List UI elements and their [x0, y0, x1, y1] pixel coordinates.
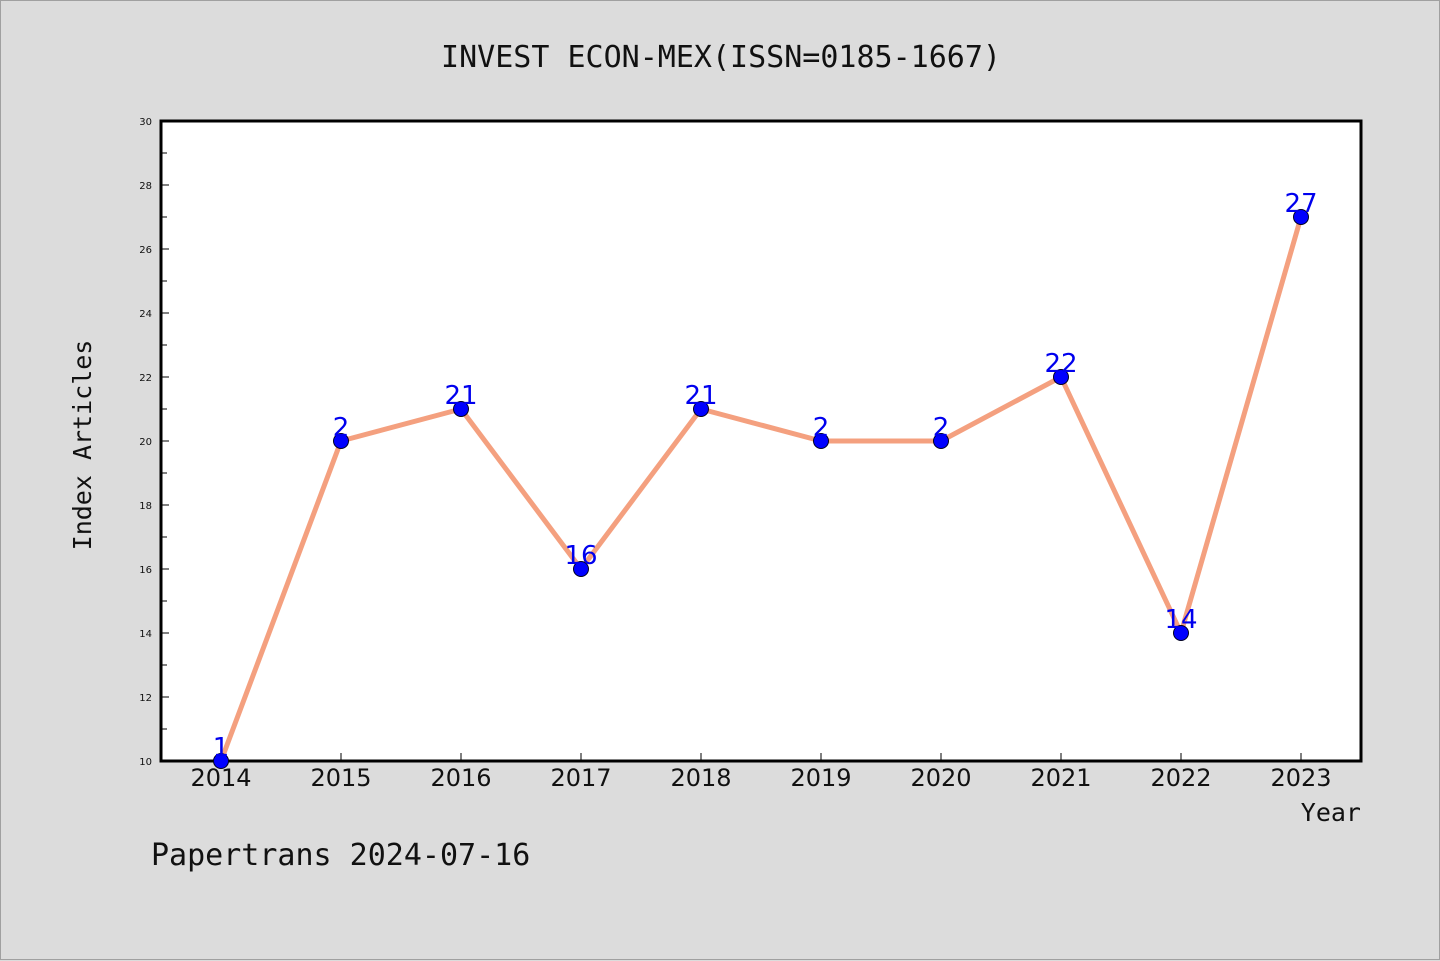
x-tick-label: 2022: [1150, 764, 1211, 792]
data-point: [1293, 209, 1309, 225]
x-tick-label: 2019: [790, 764, 851, 792]
data-label: 27: [1284, 189, 1317, 219]
series-line: [218, 214, 1304, 764]
data-label: 22: [1044, 349, 1077, 379]
y-tick-label: 20: [139, 437, 152, 448]
data-point: [813, 433, 829, 449]
data-points: [213, 209, 1309, 769]
x-tick-label: 2023: [1270, 764, 1331, 792]
y-tick-label: 14: [139, 629, 152, 640]
chart-title: INVEST ECON-MEX(ISSN=0185-1667): [441, 40, 1001, 75]
data-point: [453, 401, 469, 417]
y-tick-label: 30: [139, 117, 152, 128]
data-label: 21: [444, 381, 477, 411]
y-axis: 10 12 14 16 18 20 22 24 26 28 30: [139, 117, 169, 768]
y-tick-label: 28: [139, 181, 152, 192]
data-point: [693, 401, 709, 417]
y-tick-label: 16: [139, 565, 152, 576]
data-label: 2: [933, 413, 950, 443]
y-axis-label: Index Articles: [68, 340, 97, 551]
data-label: 2: [813, 413, 830, 443]
x-axis: 2014 2015 2016 2017 2018 2019 2020 2021 2022 2023: [190, 753, 1332, 792]
data-label: 1: [213, 733, 230, 763]
series-line-group: [218, 214, 1304, 764]
plot-area: [159, 119, 1363, 763]
x-tick-label: 2015: [310, 764, 371, 792]
data-point: [1053, 369, 1069, 385]
y-tick-label: 24: [139, 309, 152, 320]
data-label: 16: [564, 541, 597, 571]
data-label: 14: [1164, 605, 1197, 635]
y-tick-label: 22: [139, 373, 152, 384]
y-tick-label: 18: [139, 501, 152, 512]
x-tick-label: 2016: [430, 764, 491, 792]
data-label: 2: [333, 413, 350, 443]
x-tick-label: 2017: [550, 764, 611, 792]
x-axis-label: Year: [1301, 798, 1361, 827]
data-point: [213, 753, 229, 769]
y-tick-label: 26: [139, 245, 152, 256]
x-tick-label: 2020: [910, 764, 971, 792]
data-point: [1173, 625, 1189, 641]
y-tick-label: 10: [139, 757, 152, 768]
x-tick-label: 2018: [670, 764, 731, 792]
data-label: 21: [684, 381, 717, 411]
y-tick-label: 12: [139, 693, 152, 704]
data-point: [933, 433, 949, 449]
data-point: [333, 433, 349, 449]
data-point: [573, 561, 589, 577]
x-tick-label: 2021: [1030, 764, 1091, 792]
footer-source-date: Papertrans 2024-07-16: [151, 838, 530, 873]
